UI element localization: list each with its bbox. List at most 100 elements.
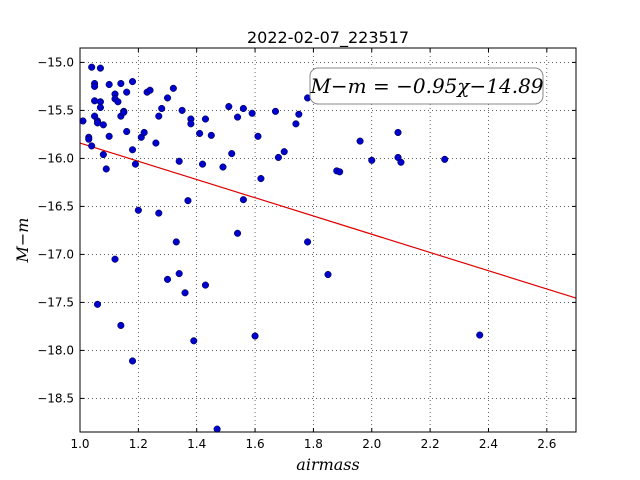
data-point (134, 206, 142, 214)
data-point (257, 175, 265, 183)
data-point (88, 142, 96, 150)
data-point (131, 160, 139, 168)
data-point (234, 229, 242, 237)
data-point (96, 64, 104, 72)
data-point (79, 117, 87, 125)
y-tick-label: −16.0 (37, 151, 74, 165)
y-tick-label: −15.5 (37, 103, 74, 117)
data-points (79, 63, 484, 433)
x-tick-label: 2.2 (421, 437, 440, 451)
data-point (175, 157, 183, 165)
data-point (295, 110, 303, 118)
annotation-box (309, 67, 544, 105)
data-point (181, 289, 189, 297)
data-point (441, 155, 449, 163)
data-point (368, 156, 376, 164)
data-point (96, 103, 104, 112)
data-point (117, 79, 125, 88)
data-point (128, 146, 137, 154)
data-point (158, 104, 166, 113)
axis-ticks: 1.0 1.2 1.4 1.6 1.8 2.0 2.2 2.4 2.6 −15.0 −15.5 −16… (37, 48, 576, 451)
x-tick-label: 1.4 (187, 437, 206, 451)
data-point (394, 128, 402, 137)
data-point (356, 137, 364, 145)
data-point (93, 300, 102, 308)
plot-frame (79, 47, 577, 433)
y-tick-label: −18.5 (37, 391, 74, 405)
x-tick-label: 2.0 (362, 437, 381, 451)
data-point (128, 78, 137, 86)
data-point (201, 281, 210, 289)
data-point (123, 88, 131, 96)
grid-lines (79, 48, 576, 432)
data-point (239, 104, 247, 113)
data-point (213, 425, 221, 433)
data-point (254, 132, 262, 140)
x-tick-label: 2.6 (537, 437, 556, 451)
data-point (234, 113, 242, 121)
data-point (163, 94, 172, 102)
fit-line-group (79, 142, 577, 299)
data-point (251, 332, 259, 340)
data-point (99, 121, 107, 129)
data-point (146, 86, 154, 94)
data-point (114, 98, 122, 106)
y-tick-label: −15.0 (37, 55, 74, 69)
data-point (123, 127, 131, 136)
data-point (274, 153, 282, 161)
data-point (128, 357, 137, 365)
data-point (239, 196, 247, 204)
annotation-text: M−m = −0.95χ−14.89 (309, 74, 543, 98)
x-tick-label: 1.0 (70, 437, 89, 451)
data-point (155, 209, 163, 217)
data-point (196, 129, 204, 137)
y-tick-label: −17.5 (37, 295, 74, 309)
data-point (397, 158, 405, 166)
data-point (207, 131, 215, 139)
y-tick-label: −18.0 (37, 343, 74, 357)
data-point (304, 238, 312, 246)
data-point (175, 270, 183, 278)
x-axis-label: airmass (296, 455, 359, 474)
data-point (99, 151, 107, 159)
data-point (187, 120, 195, 128)
data-point (178, 106, 186, 114)
x-tick-label: 2.4 (479, 437, 498, 451)
fit-annotation: M−m = −0.95χ−14.89 (309, 67, 544, 105)
x-tick-label: 1.2 (129, 437, 148, 451)
x-tick-label: 1.6 (246, 437, 265, 451)
data-point (105, 80, 113, 89)
data-point (248, 109, 256, 117)
data-point (163, 275, 172, 283)
data-point (280, 148, 288, 156)
data-point (190, 337, 198, 345)
data-point (336, 168, 344, 176)
data-point (198, 160, 207, 168)
data-point (91, 97, 99, 105)
data-point (155, 112, 163, 120)
data-point (85, 135, 93, 143)
data-point (117, 321, 125, 329)
data-point (105, 132, 113, 140)
y-tick-label: −16.5 (37, 199, 74, 213)
y-axis-label: M−m (13, 218, 32, 264)
data-point (476, 331, 484, 339)
data-point (324, 271, 332, 279)
data-point (292, 120, 300, 128)
data-point (88, 63, 96, 71)
data-point (111, 255, 119, 263)
data-point (271, 107, 280, 115)
chart-title: 2022-02-07_223517 (247, 28, 409, 48)
data-point (169, 84, 177, 92)
y-tick-label: −17.0 (37, 247, 74, 261)
data-point (152, 139, 160, 147)
data-point (120, 108, 128, 116)
data-point (228, 150, 236, 158)
data-point (172, 238, 180, 246)
data-point (184, 197, 192, 205)
data-point (219, 163, 227, 171)
fit-line (79, 142, 577, 299)
data-point (225, 103, 233, 111)
data-point (201, 115, 210, 123)
